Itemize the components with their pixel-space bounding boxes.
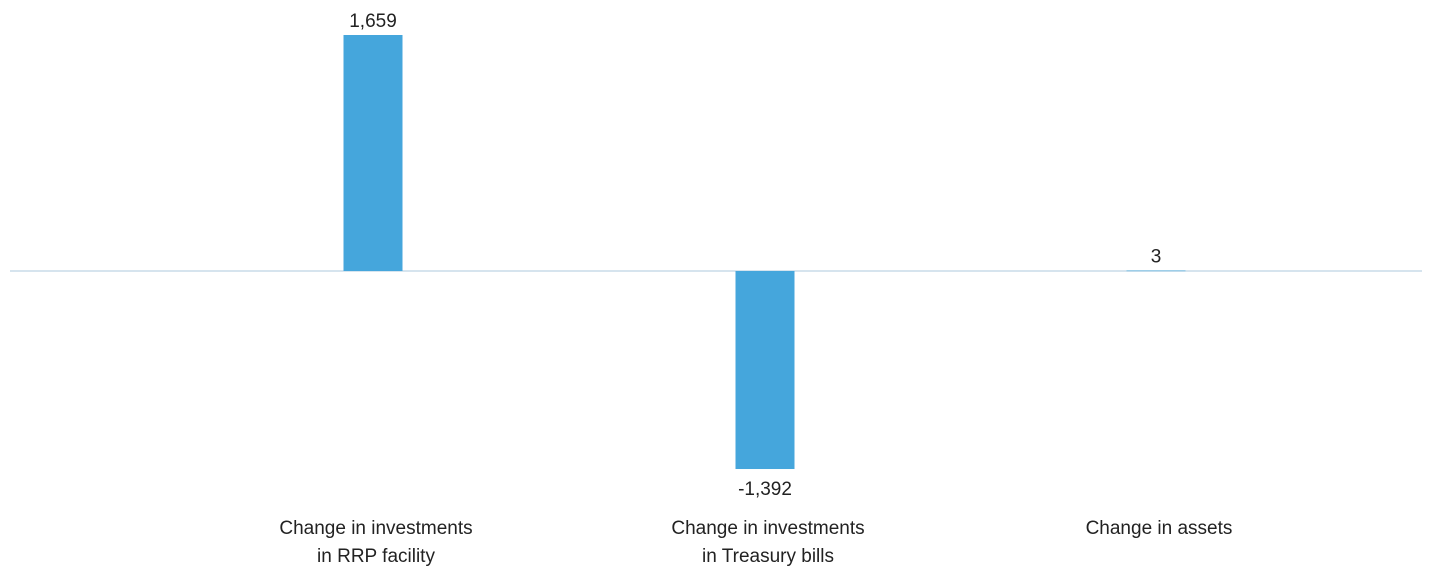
- category-label-1: Change in investments in Treasury bills: [671, 518, 864, 567]
- data-labels-group: 1,659 -1,392 3: [349, 11, 1161, 500]
- bar-2: [1126, 270, 1186, 272]
- data-label-0: 1,659: [349, 11, 397, 32]
- category-labels-group: Change in investments in RRP facilityChan…: [279, 518, 1232, 567]
- bars-group: [343, 35, 1186, 470]
- data-label-2: 3: [1151, 247, 1162, 268]
- category-label-0-line-1: in RRP facility: [317, 546, 435, 567]
- category-label-0-line-0: Change in investments: [279, 518, 472, 539]
- data-label-1: -1,392: [738, 479, 792, 500]
- category-label-0: Change in investments in RRP facility: [279, 518, 472, 567]
- category-label-2-line-0: Change in assets: [1086, 518, 1233, 539]
- category-label-1-line-1: in Treasury bills: [702, 546, 834, 567]
- category-label-2: Change in assets: [1086, 518, 1233, 539]
- bar-0: [343, 35, 403, 271]
- bar-1: [735, 271, 795, 470]
- category-label-1-line-0: Change in investments: [671, 518, 864, 539]
